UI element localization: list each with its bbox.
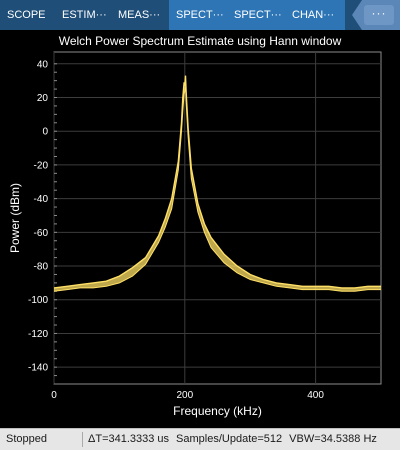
y-tick-label: 0 [42,127,48,138]
tab-scope[interactable]: SCOPE [7,9,46,21]
spectrum-trace [54,75,381,289]
tab-spectrum[interactable]: SPECT··· [169,0,227,30]
status-metrics: ΔT=341.3333 us Samples/Update=512 VBW=34.5… [88,429,384,449]
status-vbw: VBW=34.5388 Hz [289,433,377,445]
x-tick-label: 400 [307,390,324,401]
status-delta-t: ΔT=341.3333 us [88,433,170,445]
y-tick-label: -120 [28,329,48,340]
spectrum-plot[interactable]: 0 200 40040200-20-40-60-80-100-120-140Freq… [0,0,400,428]
y-tick-label: -80 [34,262,49,273]
x-axis-label: Frequency (kHz) [173,404,262,418]
tab-measurements[interactable]: MEAS··· [118,9,161,21]
status-samples-per-update: Samples/Update=512 [176,433,283,445]
y-tick-label: 40 [37,59,49,70]
plot-title: Welch Power Spectrum Estimate using Hann… [58,34,342,48]
y-axis-label: Power (dBm) [8,183,22,253]
y-tick-label: -40 [34,194,49,205]
tab-spectrum-2[interactable]: SPECT··· [227,0,285,30]
status-state: Stopped [6,433,47,445]
tab-estimation[interactable]: ESTIM··· [62,9,107,21]
plot-axes-box [53,51,382,385]
tab-channel[interactable]: CHAN··· [285,0,345,30]
toolstrip-tabbar: SCOPE ESTIM··· MEAS··· SPECT··· SPECT···… [0,0,400,30]
y-tick-label: -100 [28,295,48,306]
spectrum-band [54,75,381,292]
y-tick-label: -60 [34,228,49,239]
y-tick-label: -20 [34,160,49,171]
status-separator [82,432,83,447]
more-icon: ··· [364,5,394,25]
tab-overflow-button[interactable]: ··· [352,0,400,30]
x-tick-label: 0 [51,390,57,401]
x-tick-label: 200 [176,390,193,401]
y-tick-label: -140 [28,363,48,374]
status-bar: Stopped ΔT=341.3333 us Samples/Update=512… [0,428,400,450]
y-tick-label: 20 [37,93,49,104]
spectrum-trace-lower [54,87,381,292]
